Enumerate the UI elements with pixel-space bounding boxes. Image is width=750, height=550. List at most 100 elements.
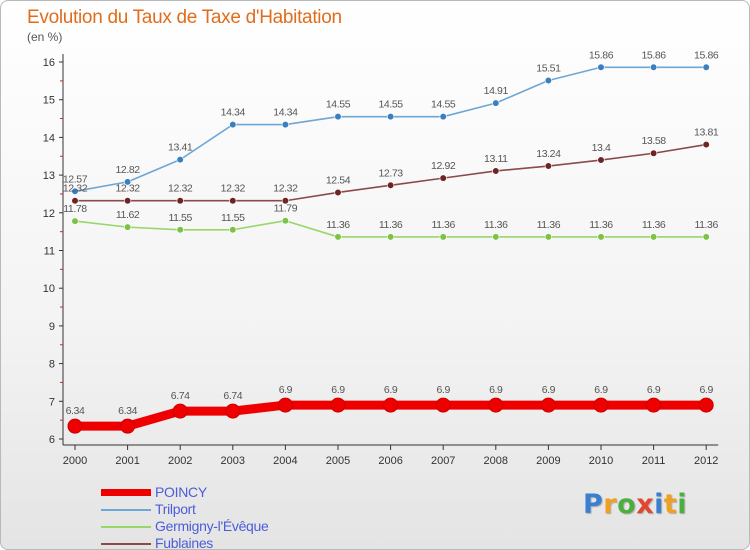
brand-letter: i xyxy=(677,489,688,520)
data-label: 11.36 xyxy=(484,219,508,231)
y-tick-label: 13 xyxy=(43,170,55,182)
brand-letter: o xyxy=(617,489,637,520)
data-label: 6.74 xyxy=(223,390,242,402)
data-point xyxy=(71,187,79,195)
data-point xyxy=(544,162,553,170)
brand-letter: i xyxy=(654,489,664,520)
series-fublaines xyxy=(71,140,710,205)
data-point xyxy=(123,223,132,231)
y-tick-label: 12 xyxy=(43,208,55,220)
x-tick-label: 2009 xyxy=(536,455,560,467)
data-point xyxy=(646,397,662,413)
data-label: 6.9 xyxy=(436,384,450,396)
data-point xyxy=(698,397,714,413)
data-point xyxy=(649,63,658,71)
series-trilport xyxy=(71,63,710,195)
data-label: 12.82 xyxy=(115,164,140,176)
data-point xyxy=(71,197,79,205)
data-point xyxy=(488,397,504,413)
x-tick-label: 2004 xyxy=(273,455,297,467)
data-point xyxy=(277,397,293,413)
brand-letter: P xyxy=(583,489,604,520)
data-point xyxy=(544,76,553,85)
data-label: 12.54 xyxy=(326,174,351,186)
data-label: 11.36 xyxy=(431,219,455,231)
data-point xyxy=(387,113,395,121)
data-label: 11.62 xyxy=(116,209,140,221)
series-poincy xyxy=(67,397,714,434)
data-label: 12.32 xyxy=(168,183,193,195)
data-label: 13.41 xyxy=(168,142,193,154)
data-label: 6.9 xyxy=(331,384,345,396)
data-point xyxy=(383,397,399,413)
data-point xyxy=(435,397,451,413)
data-point xyxy=(540,397,556,413)
data-point xyxy=(281,120,290,129)
x-tick-label: 2000 xyxy=(63,455,87,467)
y-tick-label: 15 xyxy=(43,95,55,107)
data-label: 6.34 xyxy=(66,405,85,417)
legend-label: Fublaines xyxy=(155,535,214,550)
data-label: 14.34 xyxy=(221,107,246,119)
data-label: 11.79 xyxy=(274,203,298,215)
data-label: 14.55 xyxy=(378,99,403,111)
data-label: 15.86 xyxy=(641,49,666,61)
data-point xyxy=(281,197,290,205)
data-label: 11.55 xyxy=(221,212,245,224)
x-tick-label: 2003 xyxy=(221,455,245,467)
data-point xyxy=(544,233,553,241)
axes: 6 7 8 9 10 11 12 13 14 15 16 2000 2001 2002 2003 2004 20… xyxy=(43,54,718,467)
legend-swatch xyxy=(101,509,151,511)
series-germigny-l-v-que xyxy=(71,217,710,241)
series-layer xyxy=(67,63,714,434)
legend-swatch xyxy=(101,543,151,545)
data-point xyxy=(702,63,710,71)
data-label: 6.74 xyxy=(171,390,190,402)
data-label: 15.86 xyxy=(694,49,719,61)
data-label: 11.78 xyxy=(63,203,87,215)
data-point xyxy=(439,174,447,182)
legend-swatch xyxy=(101,489,151,496)
data-label: 13.24 xyxy=(536,148,561,160)
data-label: 6.34 xyxy=(118,405,137,417)
data-point xyxy=(702,233,710,241)
data-point xyxy=(439,113,447,121)
brand-letter: x xyxy=(636,489,655,520)
brand-letter: t xyxy=(663,489,678,520)
data-label: 13.4 xyxy=(592,142,611,154)
x-tick-label: 2008 xyxy=(484,455,508,467)
data-label: 12.73 xyxy=(378,167,403,179)
legend-label: Germigny-l'Évêque xyxy=(155,518,269,534)
data-point xyxy=(120,418,136,434)
data-point xyxy=(172,403,188,419)
data-point xyxy=(492,233,500,241)
data-label: 13.58 xyxy=(641,135,666,147)
data-label: 12.32 xyxy=(221,183,246,195)
data-point xyxy=(229,197,237,205)
data-point xyxy=(225,403,241,419)
data-point xyxy=(176,156,184,164)
data-point xyxy=(334,233,342,241)
data-label: 14.34 xyxy=(273,107,298,119)
data-label: 6.9 xyxy=(699,384,713,396)
data-label: 15.51 xyxy=(536,62,561,74)
data-label: 6.9 xyxy=(489,384,503,396)
brand-letter: r xyxy=(603,489,618,520)
data-point xyxy=(492,99,500,107)
chart-title: Evolution du Taux de Taxe d'Habitation xyxy=(27,7,342,28)
x-tick-label: 2012 xyxy=(694,455,718,467)
data-point xyxy=(123,197,132,205)
brand-logo: Proxiti xyxy=(583,489,687,520)
unit-label: (en %) xyxy=(27,30,63,44)
legend-swatch xyxy=(101,526,151,528)
y-tick-label: 7 xyxy=(49,396,55,408)
x-tick-label: 2002 xyxy=(168,455,192,467)
y-tick-label: 14 xyxy=(43,132,55,144)
data-label: 13.11 xyxy=(484,153,508,165)
data-label: 12.32 xyxy=(63,183,88,195)
x-tick-label: 2010 xyxy=(589,455,613,467)
data-point xyxy=(387,181,395,189)
data-point xyxy=(71,217,79,225)
